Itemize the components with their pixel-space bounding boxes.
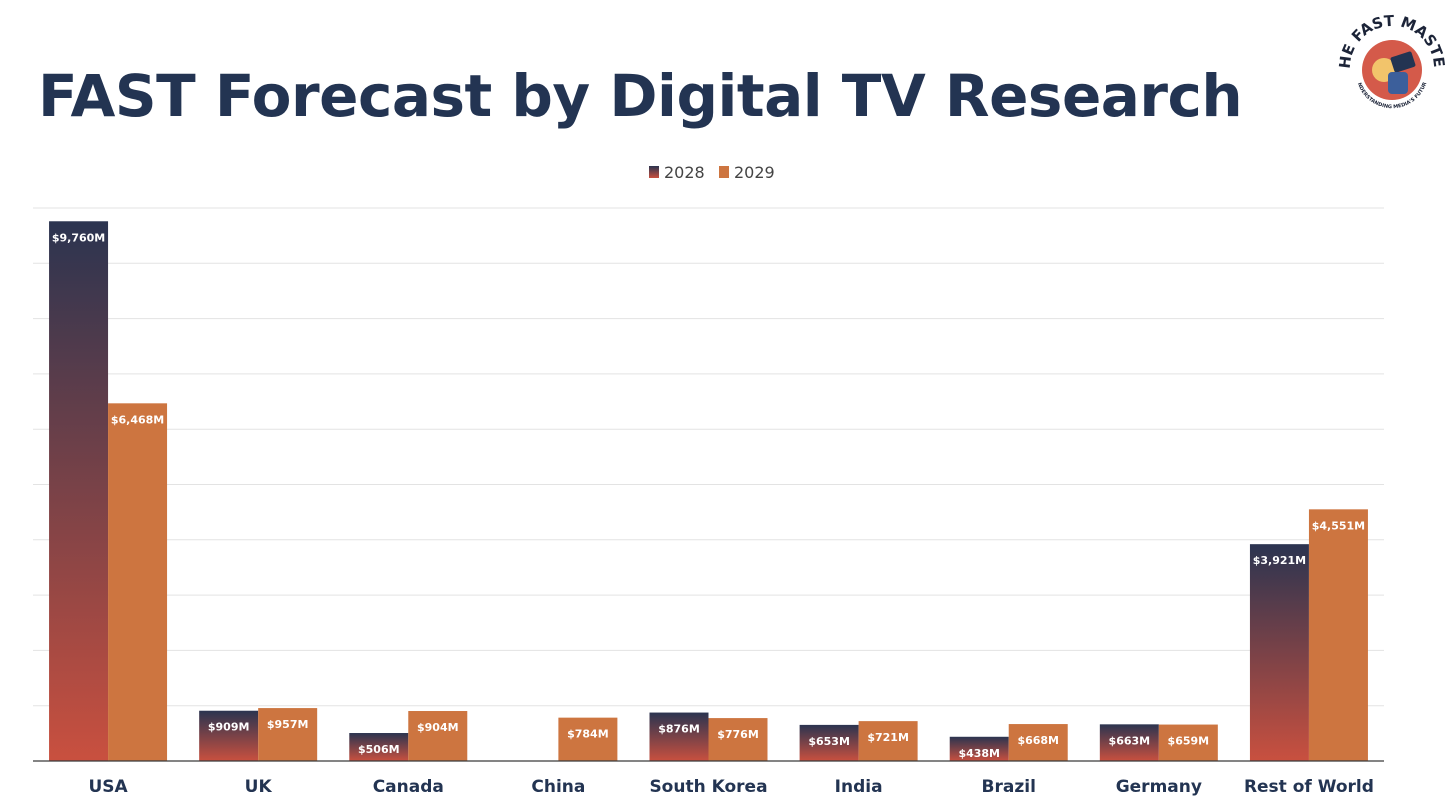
data-label-2028-south-korea: $876M — [658, 723, 700, 736]
bar-2028-uk — [199, 710, 259, 761]
legend-label-2029: 2029 — [734, 163, 775, 182]
data-label-2029-usa: $6,468M — [111, 413, 164, 426]
bar-2028-germany — [1099, 724, 1159, 761]
data-label-2029-brazil: $668M — [1017, 734, 1059, 747]
gridlines — [33, 207, 1384, 707]
x-tick-usa: USA — [88, 777, 128, 797]
data-label-2028-canada: $506M — [358, 743, 400, 756]
bar-2028-rest-of-world — [1249, 544, 1309, 761]
legend-label-2028: 2028 — [664, 163, 705, 182]
data-label-2029-china: $784M — [567, 728, 609, 741]
data-label-2028-usa: $9,760M — [52, 231, 105, 244]
x-tick-canada: Canada — [373, 777, 444, 797]
data-label-2029-rest-of-world: $4,551M — [1312, 519, 1365, 532]
bar-2029-rest-of-world — [1308, 509, 1368, 761]
brand-logo: THE FAST MASTER UNDERSTANDING MEDIA'S FU… — [1336, 14, 1448, 110]
data-label-2029-india: $721M — [867, 731, 909, 744]
data-labels: $9,760M $6,468M $909M $957M $506M $904M $784M $… — [52, 231, 1365, 760]
data-label-2028-brazil: $438M — [958, 747, 1000, 760]
bar-2029-india — [858, 721, 918, 761]
chart-title: FAST Forecast by Digital TV Research — [38, 62, 1243, 130]
x-tick-china: China — [531, 777, 585, 797]
x-tick-germany: Germany — [1116, 777, 1202, 797]
bars — [49, 221, 1368, 762]
data-label-2029-uk: $957M — [267, 718, 309, 731]
data-label-2028-germany: $663M — [1109, 734, 1151, 747]
bar-2028-south-korea — [649, 712, 709, 761]
x-tick-south-korea: South Korea — [649, 777, 767, 797]
data-label-2029-germany: $659M — [1168, 735, 1210, 748]
data-label-2028-uk: $909M — [208, 721, 250, 734]
x-tick-uk: UK — [245, 777, 273, 797]
x-tick-brazil: Brazil — [982, 777, 1036, 797]
legend-swatch-2029 — [719, 166, 729, 178]
bar-2029-brazil — [1008, 724, 1068, 761]
bar-2029-germany — [1158, 724, 1218, 761]
bar-2028-india — [799, 724, 859, 761]
x-axis-labels: USA UK Canada China South Korea India Brazil Ge… — [88, 777, 1373, 797]
chart-legend: 2028 2029 — [649, 163, 775, 182]
x-tick-rest-of-world: Rest of World — [1244, 777, 1374, 797]
bar-2028-usa — [49, 221, 109, 762]
data-label-2029-canada: $904M — [417, 721, 459, 734]
bar-2029-uk — [258, 708, 318, 761]
x-tick-india: India — [835, 777, 883, 797]
data-label-2028-rest-of-world: $3,921M — [1253, 554, 1306, 567]
bar-2028-canada — [349, 733, 409, 761]
data-label-2029-south-korea: $776M — [717, 728, 759, 741]
bar-2029-canada — [408, 711, 468, 761]
bar-2029-south-korea — [708, 718, 768, 761]
data-label-2028-india: $653M — [808, 735, 850, 748]
bar-2029-usa — [108, 403, 168, 761]
bar-2029-china — [558, 717, 618, 761]
bar-2028-brazil — [949, 736, 1009, 761]
legend-swatch-2028 — [649, 166, 659, 178]
